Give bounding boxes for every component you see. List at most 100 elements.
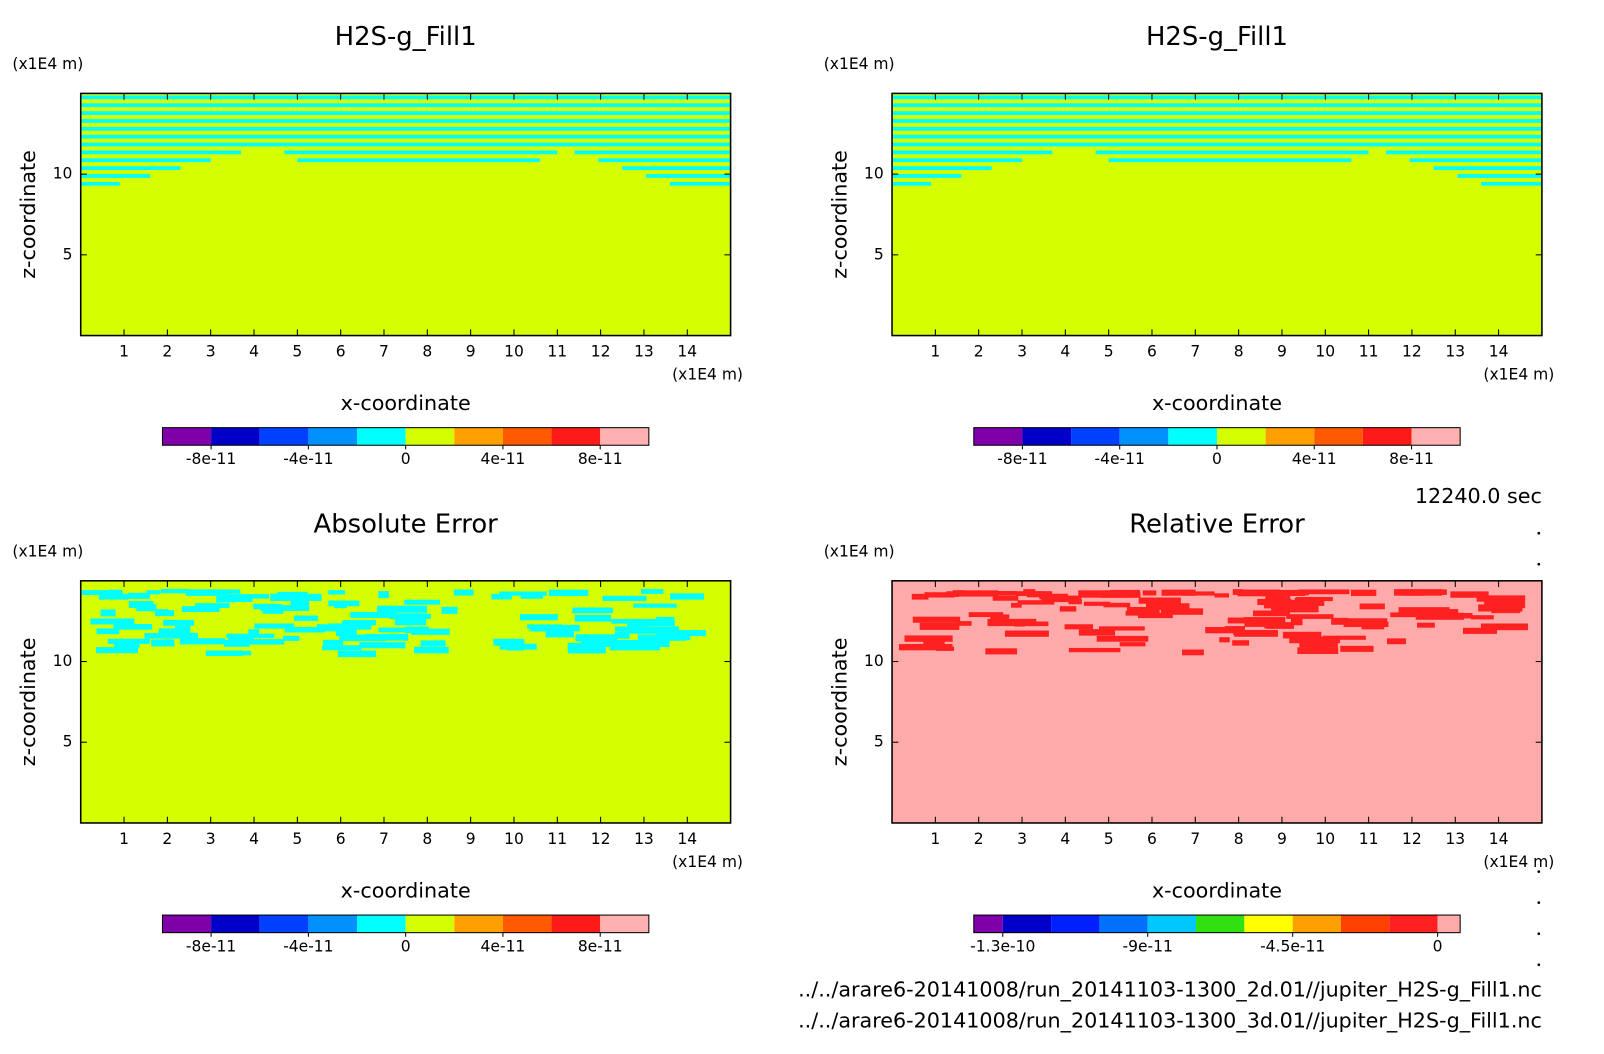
field-patch [1278, 589, 1308, 595]
field-patch [1137, 612, 1173, 619]
field-patch [1004, 630, 1049, 637]
field-patch [568, 647, 606, 654]
field-patch [226, 633, 275, 638]
field-patch [1014, 622, 1025, 627]
field-band [80, 134, 731, 139]
field-patch [923, 639, 945, 646]
field-patch [1271, 605, 1319, 613]
colorbar-tick-label: -4.5e-11 [1260, 938, 1325, 956]
colorbar-tick-label: 8e-11 [1389, 450, 1434, 468]
time-label: 12240.0 sec [1415, 484, 1542, 508]
field-patch [904, 635, 953, 642]
x-tick-label: 8 [422, 830, 432, 848]
x-tick-label: 9 [1277, 343, 1287, 361]
field-patch [493, 638, 525, 646]
x-tick-label: 9 [1277, 830, 1287, 848]
colorbar-tick-label: 8e-11 [578, 450, 623, 468]
y-axis-label: z-coordinate [16, 638, 40, 767]
field-patch [100, 609, 116, 617]
field-patch [128, 592, 150, 599]
colorbar-tick-label: 4e-11 [481, 938, 526, 956]
colorbar-box [551, 427, 601, 446]
field-patch [527, 624, 563, 629]
colorbar-box [1437, 915, 1461, 933]
field-band [598, 158, 731, 163]
field-patch [179, 638, 226, 645]
field-patch [343, 620, 376, 626]
x-tick-label: 2 [974, 830, 984, 848]
x-tick-label: 8 [1234, 830, 1244, 848]
x-tick-label: 10 [1315, 343, 1335, 361]
x-tick-label: 13 [1445, 830, 1465, 848]
colorbar-box [259, 915, 309, 933]
field-patch [1343, 621, 1389, 628]
field-patch [270, 593, 322, 601]
x-tick-label: 13 [1445, 343, 1465, 361]
field-patch [946, 591, 960, 597]
field-patch [1294, 597, 1309, 604]
field-patch [1078, 629, 1116, 636]
field-patch [572, 607, 613, 614]
field-patch [163, 619, 195, 626]
field-patch [574, 614, 612, 622]
x-tick-label: 5 [292, 343, 302, 361]
x-tick-label: 11 [547, 343, 567, 361]
field-patch [952, 590, 965, 597]
field-patch [404, 599, 440, 605]
field-patch [1286, 614, 1334, 619]
x-unit: (x1E4 m) [672, 853, 743, 871]
field-patch [1103, 602, 1131, 608]
field-band [892, 174, 962, 178]
y-unit: (x1E4 m) [12, 542, 83, 560]
x-tick-label: 3 [206, 830, 216, 848]
colorbar-box [973, 427, 1023, 446]
file-path: ../../arare6-20141008/run_20141103-1300_… [798, 978, 1542, 1003]
x-tick-label: 2 [974, 343, 984, 361]
field-patch [114, 642, 140, 648]
field-patch [1450, 591, 1489, 598]
field-patch [248, 629, 260, 635]
field-band [80, 111, 731, 115]
field-patch [1161, 589, 1196, 596]
colorbar-tick-label: 0 [401, 938, 411, 956]
x-axis-label: x-coordinate [1152, 878, 1282, 902]
colorbar-box [551, 915, 601, 933]
field-band [892, 181, 932, 186]
field-patch [1059, 606, 1077, 612]
field-patch [282, 635, 300, 641]
field-patch [316, 624, 353, 632]
colorbar-box [973, 915, 1003, 933]
field-patch [377, 605, 428, 613]
field-patch [154, 609, 168, 614]
x-tick-label: 9 [466, 830, 476, 848]
field-patch [1026, 621, 1049, 627]
field-patch [1340, 645, 1374, 652]
field-patch [394, 619, 427, 626]
field-patch [1480, 623, 1528, 631]
field-patch [904, 644, 953, 649]
colorbar-box [1244, 915, 1293, 933]
field-patch [1017, 600, 1055, 605]
field-band [892, 158, 1023, 163]
field-band [1457, 174, 1542, 178]
field-patch [637, 634, 686, 641]
field-band [892, 119, 1542, 123]
field-patch [633, 603, 677, 608]
field-patch [640, 589, 664, 594]
plot-frame [79, 92, 732, 337]
y-tick-label: 5 [874, 245, 884, 263]
field-patch [643, 621, 675, 627]
field-pattern [898, 589, 1528, 656]
field-patch [604, 639, 657, 648]
colorbar-box [502, 427, 552, 446]
field-patch [987, 618, 1037, 627]
colorbar-tick-label: -4e-11 [1095, 450, 1145, 468]
field-patch [128, 601, 154, 608]
x-tick-label: 11 [1359, 830, 1379, 848]
field-patch [1478, 604, 1523, 612]
field-patch [1214, 593, 1229, 598]
y-tick-label: 5 [874, 733, 884, 751]
field-patch [1205, 627, 1241, 634]
field-band [297, 158, 540, 163]
field-patch [1266, 622, 1295, 629]
